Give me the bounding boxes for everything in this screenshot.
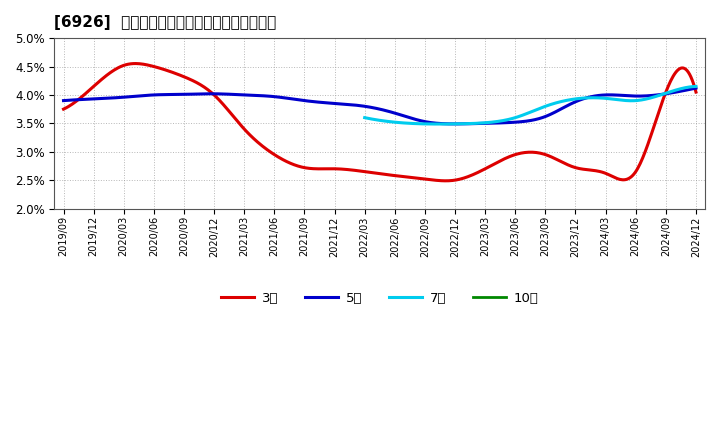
7年 <box>518 113 527 118</box>
5年 <box>364 104 372 110</box>
3年 <box>442 178 451 183</box>
3年 <box>59 106 68 112</box>
3年 <box>679 66 688 71</box>
5年 <box>579 96 588 102</box>
3年 <box>402 174 411 180</box>
3年 <box>361 169 369 174</box>
5年 <box>359 103 368 109</box>
7年 <box>684 84 693 90</box>
Text: [6926]  当期純利益マージンの標準偏差の推移: [6926] 当期純利益マージンの標準偏差の推移 <box>55 15 276 30</box>
Line: 5年: 5年 <box>63 88 696 124</box>
7年 <box>360 115 369 120</box>
3年 <box>580 167 589 172</box>
5年 <box>436 121 444 126</box>
7年 <box>558 99 567 104</box>
7年 <box>692 84 701 89</box>
7年 <box>434 121 443 127</box>
3年 <box>437 178 446 183</box>
3年 <box>692 89 701 95</box>
5年 <box>59 98 68 103</box>
7年 <box>540 104 549 109</box>
Legend: 3年, 5年, 7年, 10年: 3年, 5年, 7年, 10年 <box>216 287 544 310</box>
Line: 3年: 3年 <box>63 63 696 181</box>
3年 <box>132 61 140 66</box>
Line: 7年: 7年 <box>364 86 696 124</box>
7年 <box>633 98 642 103</box>
5年 <box>401 114 410 119</box>
5年 <box>451 121 459 127</box>
3年 <box>364 169 373 175</box>
5年 <box>692 85 701 91</box>
7年 <box>521 112 529 117</box>
5年 <box>678 88 686 94</box>
